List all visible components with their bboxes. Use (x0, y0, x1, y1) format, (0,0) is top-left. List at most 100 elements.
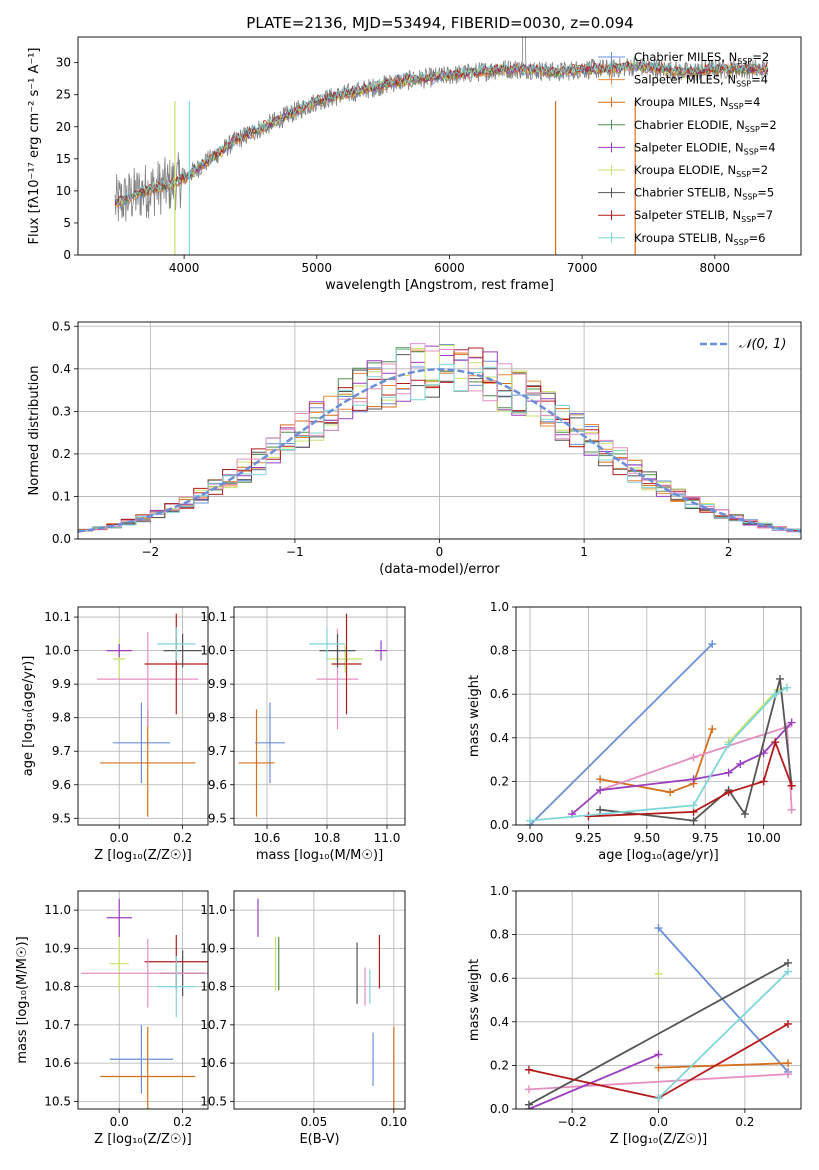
legend-label: Salpeter MILES, NSSP=4 (634, 73, 768, 89)
panel-spectrum: 4000 5000 6000 7000 8000 0 5 10 15 20 25 30 waveleng… (27, 36, 802, 293)
weight-marker (654, 924, 663, 933)
x-axis-label: E(B-V) (299, 1132, 339, 1147)
weight-marker (782, 683, 791, 692)
weight-marker (787, 805, 796, 814)
weight-marker (787, 781, 796, 790)
x-axis-label: mass [log₁₀(M/M☉)] (256, 848, 383, 863)
weight-marker (654, 1063, 663, 1072)
y-axis-label: mass weight (467, 959, 482, 1041)
panel-age-vs-z: 0.0 0.2 9.5 9.6 9.7 9.8 9.9 10.0 10.1 Z [log₁₀(Z/… (21, 606, 209, 863)
x-tick-label: 0.2 (735, 1115, 754, 1129)
histogram-step (78, 343, 801, 533)
x-tick-label: 5000 (302, 261, 333, 275)
y-tick-label: 11.0 (200, 903, 227, 917)
weight-marker (654, 969, 663, 978)
y-tick-label: 20 (56, 120, 71, 134)
grid (234, 607, 405, 825)
y-axis-label: age [log₁₀(age/yr)] (21, 656, 36, 777)
y-tick-label: 9.8 (208, 711, 227, 725)
weight-marker (771, 690, 780, 699)
y-tick-label: 0.0 (490, 818, 509, 832)
axes-frame (77, 890, 209, 1110)
y-axis-label: mass [log₁₀(M/M☉)] (15, 936, 30, 1063)
x-tick-label: −1 (286, 545, 304, 559)
y-tick-label: 9.8 (52, 711, 71, 725)
panel-mass-vs-z: 0.0 0.2 10.5 10.6 10.7 10.8 10.9 11.0 Z [log₁₀(Z… (15, 890, 209, 1147)
x-tick-label: 11.0 (374, 831, 401, 845)
legend: 𝒩(0, 1) (700, 337, 786, 352)
x-tick-label: 1 (580, 545, 588, 559)
y-tick-label: 10.7 (200, 1018, 227, 1032)
plot-area (238, 613, 387, 817)
weight-marker (784, 958, 793, 967)
axes-frame (515, 606, 802, 826)
y-tick-label: 0.1 (52, 489, 71, 503)
weight-marker (524, 1085, 533, 1094)
model-spectrum-line (114, 60, 769, 205)
y-tick-label: 0.2 (490, 1058, 509, 1072)
weight-marker (526, 816, 535, 825)
y-tick-label: 10.0 (200, 644, 227, 658)
weight-marker (596, 775, 605, 784)
legend-label: Salpeter ELODIE, NSSP=4 (634, 140, 776, 156)
y-tick-label: 0.5 (52, 319, 71, 333)
y-tick-label: 10.5 (44, 1094, 71, 1108)
weight-marker (784, 1070, 793, 1079)
plot-area (524, 924, 793, 1109)
legend: Chabrier MILES, NSSP=2 Salpeter MILES, NS… (598, 50, 777, 247)
ticks: 0.05 0.10 10.5 10.6 10.7 10.8 10.9 11.0 (200, 903, 407, 1129)
y-axis-label: Flux [fλ10⁻¹⁷ erg cm⁻² s⁻¹ A⁻¹] (27, 48, 42, 245)
x-tick-label: 10.8 (314, 831, 341, 845)
weight-marker (759, 777, 768, 786)
weight-marker (689, 753, 698, 762)
weight-line (658, 1062, 789, 1069)
y-tick-label: 0 (63, 248, 71, 262)
axes-frame (233, 890, 406, 1110)
x-tick-label: 0.2 (173, 831, 192, 845)
x-tick-label: 4000 (169, 261, 200, 275)
weight-marker (771, 738, 780, 747)
y-tick-label: 5 (63, 216, 71, 230)
x-axis-label: Z [log₁₀(Z/Z☉)] (94, 1132, 191, 1147)
y-tick-label: 9.6 (52, 778, 71, 792)
ticks: 9.00 9.25 9.50 9.75 10.00 0.0 0.2 0.4 0.6 0.8 1.0 (490, 600, 781, 845)
weight-marker (596, 786, 605, 795)
y-tick-label: 9.6 (208, 778, 227, 792)
weight-line (657, 971, 789, 1099)
x-tick-label: −0.2 (558, 1115, 587, 1129)
weight-line (599, 725, 793, 810)
y-tick-label: 1.0 (490, 884, 509, 898)
weight-marker (689, 775, 698, 784)
weight-line (529, 643, 713, 825)
legend-label: Kroupa MILES, NSSP=4 (634, 95, 760, 111)
weight-line (588, 739, 793, 818)
panel-age-vs-mass: 10.6 10.8 11.0 9.5 9.6 9.7 9.8 9.9 10.0 10.1 mass … (200, 606, 406, 863)
y-tick-label: 25 (56, 88, 71, 102)
x-tick-label: −2 (141, 545, 159, 559)
ticks: −2 −1 0 1 2 0.0 0.1 0.2 0.3 0.4 0.5 (52, 319, 733, 559)
weight-marker (596, 805, 605, 814)
ticks: 0.0 0.2 9.5 9.6 9.7 9.8 9.9 10.0 10.1 (44, 610, 192, 845)
axes-frame (77, 606, 209, 826)
legend-label: Chabrier ELODIE, NSSP=2 (634, 118, 777, 134)
y-tick-label: 9.5 (208, 811, 227, 825)
weight-marker (724, 788, 733, 797)
x-tick-label: 10.6 (254, 831, 281, 845)
panel-residual-hist: −2 −1 0 1 2 0.0 0.1 0.2 0.3 0.4 0.5 (data-model)/er… (27, 319, 802, 577)
normal-curve (78, 368, 801, 533)
x-tick-label: 9.00 (517, 831, 544, 845)
weight-marker (724, 768, 733, 777)
y-tick-label: 9.7 (52, 744, 71, 758)
model-spectrum-line (114, 60, 769, 206)
y-tick-label: 0.8 (490, 928, 509, 942)
y-tick-label: 10.9 (200, 941, 227, 955)
figure-title: PLATE=2136, MJD=53494, FIBERID=0030, z=0… (246, 14, 633, 32)
legend-label: Kroupa ELODIE, NSSP=2 (634, 163, 768, 179)
panels: 4000 5000 6000 7000 8000051015202530waveleng… (15, 36, 802, 1147)
panel-mass-weight-vs-z: −0.2 0.0 0.2 0.0 0.2 0.4 0.6 0.8 1.0 Z [log₁₀(Z/Z… (467, 884, 802, 1147)
x-tick-label: 7000 (567, 261, 598, 275)
x-tick-label: 10.00 (746, 831, 780, 845)
weight-marker (784, 1059, 793, 1068)
y-tick-label: 0.4 (490, 1015, 509, 1029)
weight-line (528, 962, 789, 1106)
